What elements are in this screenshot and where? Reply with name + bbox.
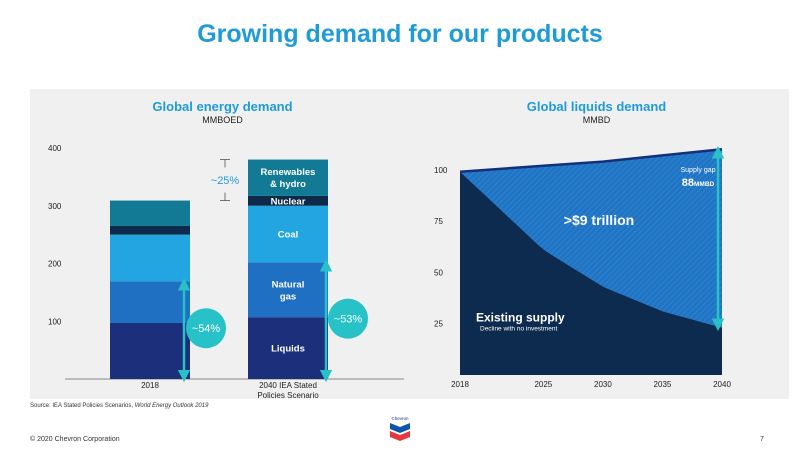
bar-segment xyxy=(248,317,328,379)
y-tick-label: 200 xyxy=(48,260,62,269)
bar-segment xyxy=(248,159,328,196)
supply-gap-unit: MMBD xyxy=(694,181,715,188)
x-category-label: Policies Scenario xyxy=(257,391,319,399)
copyright: © 2020 Chevron Corporation xyxy=(30,436,120,443)
y-tick-label: 300 xyxy=(48,202,62,211)
energy-demand-panel: Global energy demand MMBOED 100 200 300 400… xyxy=(30,89,415,399)
energy-chart-title: Global energy demand xyxy=(152,99,293,114)
page-title: Growing demand for our products xyxy=(197,20,603,48)
x-tick-label: 2025 xyxy=(534,380,552,389)
x-tick-label: 2035 xyxy=(654,380,672,389)
segment-label: & hydro xyxy=(270,179,306,190)
gap-value-label: >$9 trillion xyxy=(564,212,634,228)
y-tick-label: 100 xyxy=(434,166,448,175)
liquids-demand-chart: 25 50 75 100 2018 2025 2030 2035 2040 >$9 trillio… xyxy=(434,146,731,389)
existing-supply-area xyxy=(460,171,722,375)
bar-segment xyxy=(248,205,328,263)
share-badge xyxy=(328,298,368,339)
y-tick-label: 400 xyxy=(48,144,62,153)
y-tick-label: 75 xyxy=(434,217,443,226)
supply-gap-label: Supply gap xyxy=(680,167,715,174)
y-tick-label: 25 xyxy=(434,320,443,329)
page-number: 7 xyxy=(760,436,764,443)
x-category-label: 2018 xyxy=(141,381,159,390)
bar-segment xyxy=(248,262,328,318)
x-tick-label: 2018 xyxy=(451,380,469,389)
bar-segment xyxy=(110,234,190,282)
existing-supply-label: Existing supply xyxy=(476,311,565,325)
bar-segment xyxy=(110,225,190,235)
energy-chart-unit: MMBOED xyxy=(202,115,243,125)
liquids-chart-unit: MMBD xyxy=(582,115,611,125)
growth-label: ~25% xyxy=(211,175,240,187)
segment-label: Natural xyxy=(272,279,305,290)
segment-label: Liquids xyxy=(271,344,305,355)
share-badge xyxy=(186,308,226,349)
segment-label: gas xyxy=(280,291,296,302)
source-italic: World Energy Outlook 2019 xyxy=(134,403,209,409)
segment-label: Nuclear xyxy=(271,196,306,207)
chevron-logo: Chevron xyxy=(390,416,410,441)
bar-segment xyxy=(110,281,190,323)
share-label: ~54% xyxy=(192,323,221,335)
bar-segment xyxy=(110,200,190,226)
y-tick-label: 50 xyxy=(434,268,443,277)
x-tick-label: 2030 xyxy=(594,380,612,389)
existing-supply-note: Decline with no investment xyxy=(480,326,558,333)
bar-segment xyxy=(110,322,190,379)
segment-label: Coal xyxy=(278,230,299,241)
demand-line xyxy=(459,148,723,174)
liquids-demand-panel: Global liquids demand MMBD 25 50 75 100 2018… xyxy=(404,89,789,399)
source-note: Source: IEA Stated Policies Scenarios, W… xyxy=(30,403,208,409)
segment-label: Renewables xyxy=(261,167,316,178)
source-prefix: Source: IEA Stated Policies Scenarios, xyxy=(30,403,134,409)
x-tick-label: 2040 xyxy=(713,380,731,389)
bar-segment xyxy=(248,195,328,206)
chevron-logo-text: Chevron xyxy=(391,416,409,421)
share-label: ~53% xyxy=(334,314,363,326)
liquids-chart-title: Global liquids demand xyxy=(526,99,667,114)
y-tick-label: 100 xyxy=(48,317,62,326)
x-category-label: 2040 IEA Stated xyxy=(259,381,317,390)
